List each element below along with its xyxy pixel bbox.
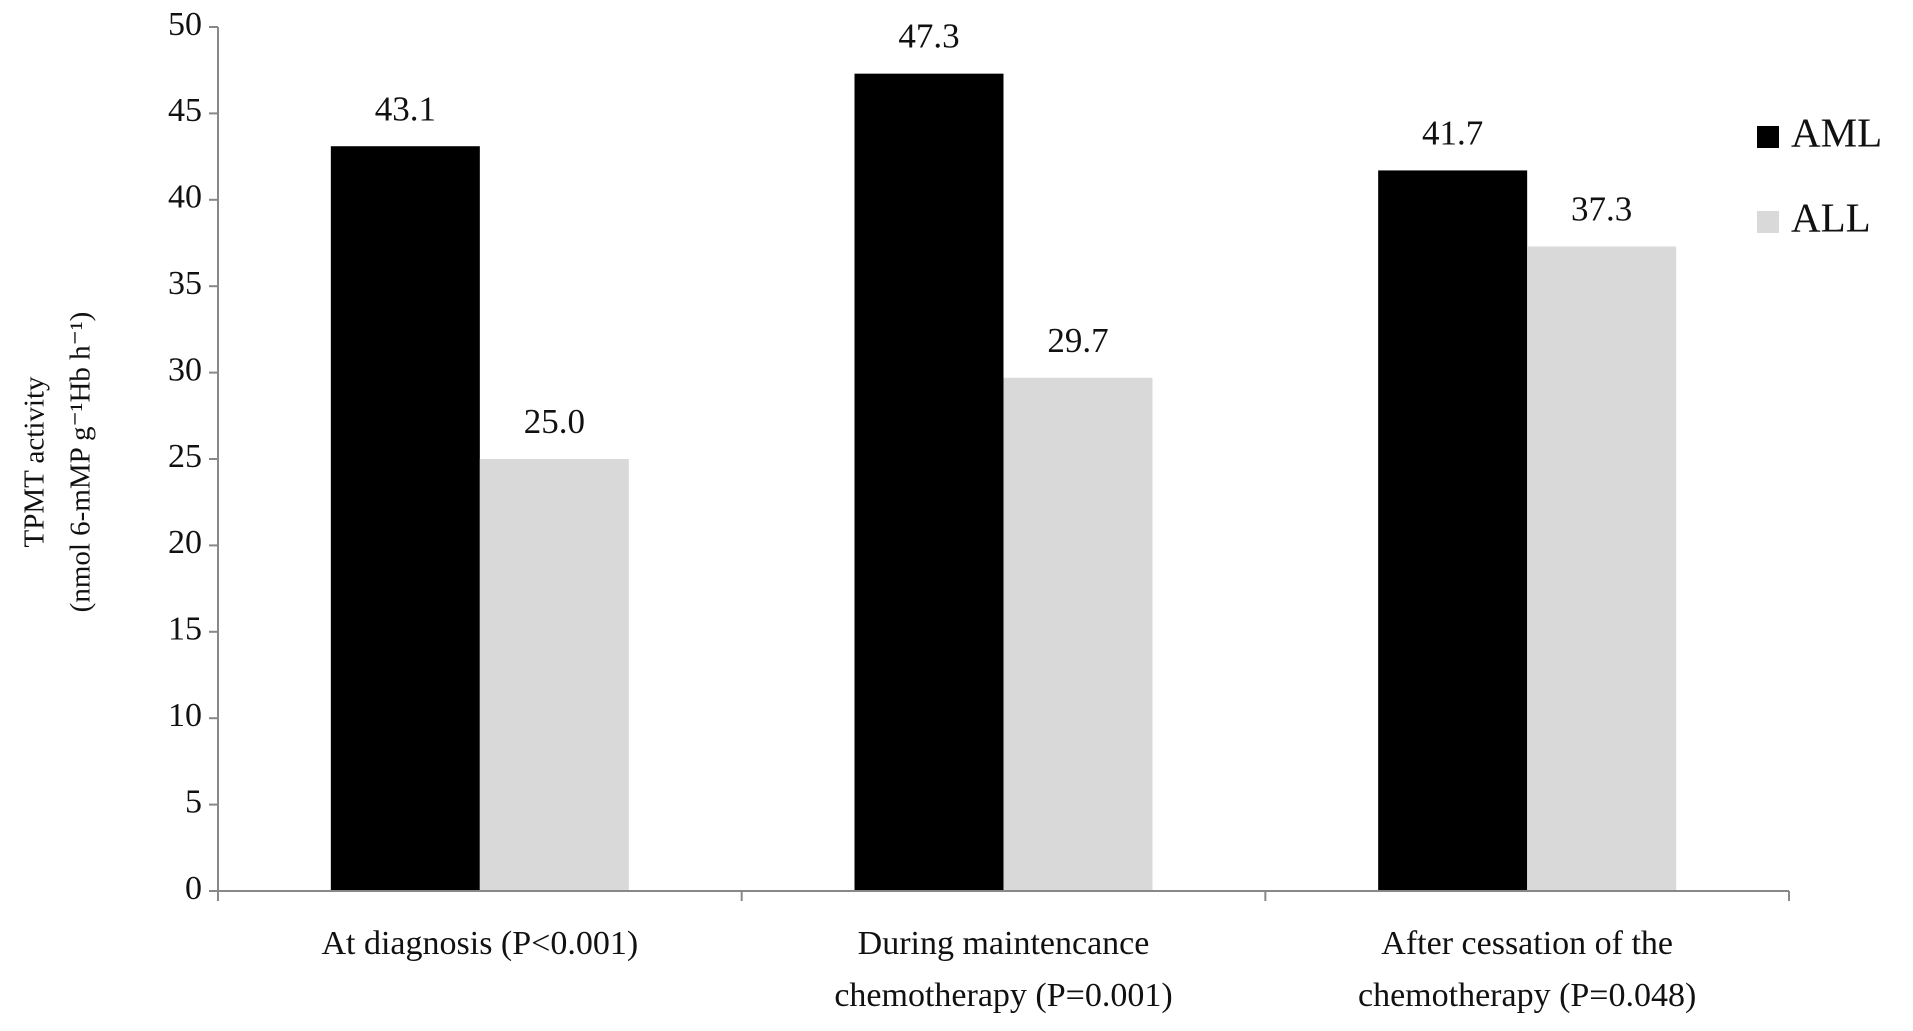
x-tick-label: At diagnosis (P<0.001) (321, 925, 638, 962)
y-tick-label: 10 (168, 697, 202, 734)
legend-label: AML (1791, 109, 1882, 155)
value-label: 43.1 (375, 89, 436, 128)
legend-swatch (1757, 211, 1779, 233)
y-tick-label: 25 (168, 438, 202, 475)
y-tick-label: 5 (185, 783, 202, 820)
y-tick-label: 45 (168, 92, 202, 129)
y-tick-label: 35 (168, 265, 202, 302)
bar (479, 459, 629, 891)
y-tick-label: 0 (185, 870, 202, 907)
y-tick-label: 40 (168, 179, 202, 216)
value-label: 37.3 (1571, 189, 1632, 228)
y-axis-label: TPMT activity (19, 376, 51, 548)
bar (330, 146, 480, 891)
value-label: 25.0 (524, 402, 585, 441)
value-label: 29.7 (1047, 321, 1108, 360)
y-tick-label: 30 (168, 351, 202, 388)
x-tick-label: chemotherapy (P=0.048) (1358, 977, 1696, 1014)
y-axis-label: (nmol 6-mMP g⁻¹Hb h⁻¹) (65, 312, 97, 613)
y-tick-label: 15 (168, 611, 202, 648)
bar (1378, 170, 1528, 891)
value-label: 47.3 (898, 17, 959, 56)
x-tick-label: chemotherapy (P=0.001) (834, 977, 1172, 1014)
legend-label: ALL (1791, 194, 1871, 240)
y-tick-label: 50 (168, 6, 202, 43)
legend-swatch (1757, 126, 1779, 148)
y-tick-label: 20 (168, 524, 202, 561)
x-tick-label: After cessation of the (1381, 925, 1673, 962)
value-label: 41.7 (1422, 113, 1483, 152)
x-tick-label: During maintencance (858, 925, 1150, 962)
bar (854, 73, 1004, 891)
bar (1003, 377, 1153, 891)
bar (1527, 246, 1677, 891)
